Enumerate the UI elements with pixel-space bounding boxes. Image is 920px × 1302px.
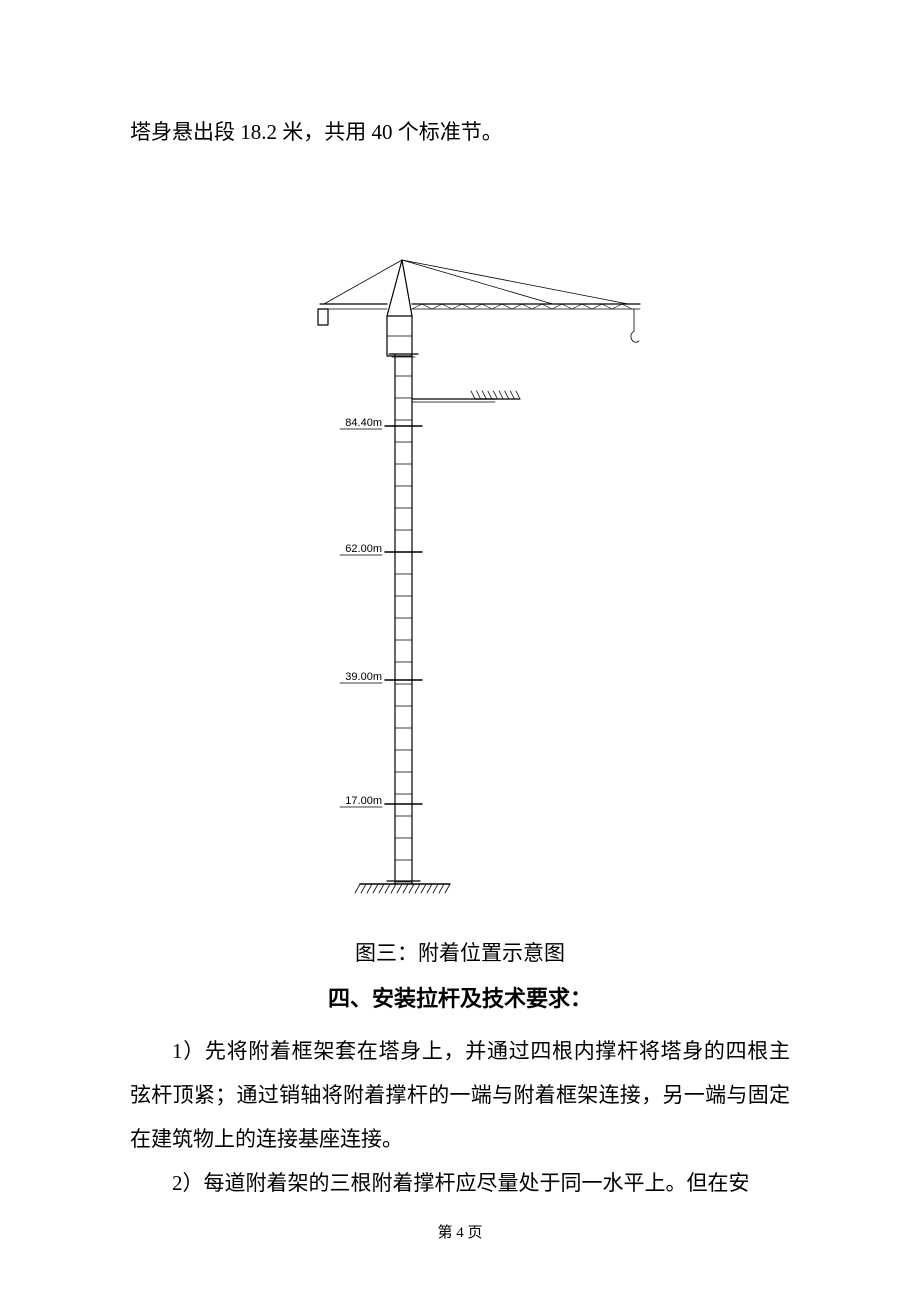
- svg-text:39.00m: 39.00m: [345, 671, 382, 683]
- top-paragraph: 塔身悬出段 18.2 米，共用 40 个标准节。: [130, 110, 790, 154]
- crane-diagram: 84.40m 62.00m 39.00m 17.00m: [130, 244, 790, 909]
- paragraph-1: 1）先将附着框架套在塔身上，并通过四根内撑杆将塔身的四根主弦杆顶紧；通过销轴将附…: [130, 1029, 790, 1161]
- paragraph-2: 2）每道附着架的三根附着撑杆应尽量处于同一水平上。但在安: [130, 1161, 790, 1205]
- page-footer: 第 4 页: [0, 1221, 920, 1242]
- svg-text:84.40m: 84.40m: [345, 417, 382, 429]
- svg-text:62.00m: 62.00m: [345, 543, 382, 555]
- section-heading: 四、安装拉杆及技术要求：: [130, 981, 790, 1013]
- figure-caption: 图三：附着位置示意图: [130, 937, 790, 967]
- svg-text:17.00m: 17.00m: [345, 795, 382, 807]
- page: 塔身悬出段 18.2 米，共用 40 个标准节。 84.40m 62.00m 39.…: [0, 0, 920, 1302]
